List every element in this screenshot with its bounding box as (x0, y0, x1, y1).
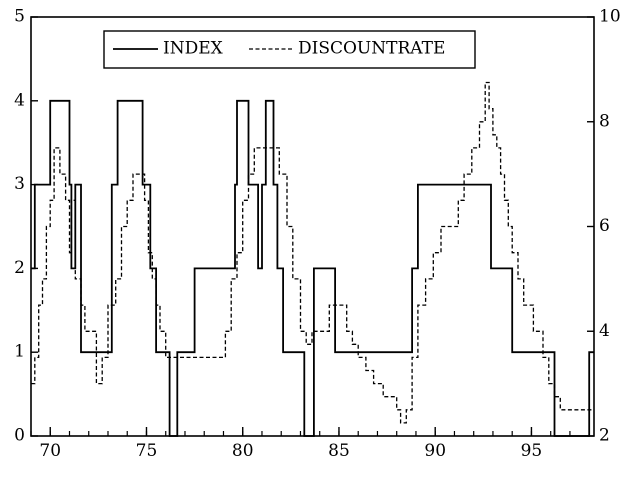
x-tick-label: 85 (328, 441, 350, 461)
y-left-tick-label: 4 (14, 90, 25, 110)
legend-label-index: INDEX (163, 39, 224, 59)
x-tick-label: 70 (39, 441, 61, 461)
series-line-index (31, 99, 594, 437)
x-tick-label: 90 (424, 441, 446, 461)
y-left-tick-label: 3 (14, 174, 25, 194)
x-tick-label: 75 (136, 441, 158, 461)
y-left-tick-label: 0 (14, 426, 25, 446)
x-tick-label: 80 (232, 441, 254, 461)
y-left-tick-label: 1 (14, 342, 25, 362)
series-line-discountrate (31, 81, 594, 424)
legend-label-discountrate: DISCOUNTRATE (298, 39, 445, 59)
x-tick-label: 95 (521, 441, 543, 461)
y-right-tick-label: 10 (599, 7, 621, 27)
y-left-tick-label: 5 (14, 7, 25, 27)
plot-frame (30, 16, 595, 437)
y-left-tick-label: 2 (14, 258, 25, 278)
y-right-tick-label: 8 (599, 111, 610, 131)
y-right-tick-label: 6 (599, 216, 610, 236)
y-right-tick-label: 2 (599, 426, 610, 446)
y-right-tick-label: 4 (599, 321, 610, 341)
